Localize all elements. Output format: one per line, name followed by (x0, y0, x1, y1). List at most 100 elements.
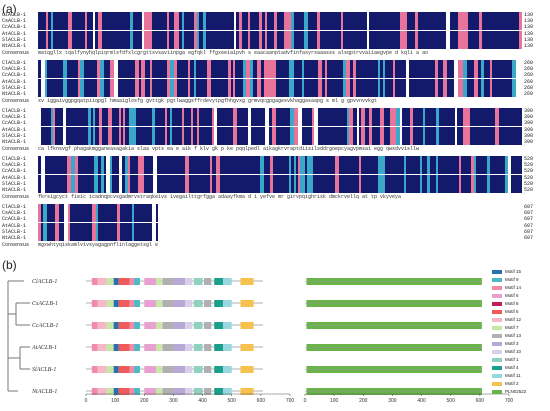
legend-item: Motif 1 (492, 356, 550, 364)
alignment-position-number: 390 (524, 139, 534, 145)
legend-swatch (492, 334, 502, 338)
motif-box (97, 300, 107, 307)
legend-item: Motif 9 (492, 276, 550, 284)
legend-item: Motif 10 (492, 348, 550, 356)
legend-swatch (492, 326, 502, 330)
legend-item: Motif 5 (492, 308, 550, 316)
alignment-species-label: ClACLB-1 (2, 204, 27, 210)
consensus-label: Consensus (2, 145, 30, 152)
alignment-position-number: 260 (524, 91, 534, 97)
motif-box (185, 366, 193, 373)
legend-label: PLN02522 (505, 389, 527, 394)
motif-box (134, 388, 140, 395)
legend-item: Motif 12 (492, 316, 550, 324)
consensus-sequence: mgxwhtyqiskamlvivsyagagpnflinlaggetsgl e… (38, 241, 158, 248)
alignment-sequence-row (38, 222, 158, 230)
legend-label: Motif 14 (505, 285, 522, 290)
alignment-sequence-row (38, 126, 522, 134)
motif-box (214, 322, 223, 329)
alignment-species-label: NtACLB-1 (2, 235, 27, 241)
motif-box (162, 366, 174, 373)
alignment-position-number: 520 (524, 187, 534, 193)
x-tick-label: 600 (257, 398, 266, 404)
alignment-position-number: 390 (524, 108, 534, 114)
motif-box (144, 278, 156, 285)
legend-label: Motif 15 (505, 269, 522, 274)
x-tick-label: 700 (286, 398, 295, 404)
motif-box (204, 278, 212, 285)
alignment-species-label: CcACLB-1 (2, 216, 27, 223)
alignment-position-number: 390 (524, 120, 534, 127)
legend-item: Motif 7 (492, 324, 550, 332)
alignment-species-label: AtACLB-1 (2, 78, 27, 85)
consensus-label: Consensus (2, 193, 30, 200)
alignment-position-number: 130 (524, 24, 534, 31)
motif-box (185, 300, 193, 307)
legend-label: Motif 1 (505, 357, 519, 362)
motif-box (193, 366, 203, 373)
motif-box (155, 344, 162, 351)
alignment-sequence-row (38, 66, 522, 73)
motif-box (173, 300, 186, 307)
motif-box (185, 388, 193, 395)
motif-box (222, 344, 232, 351)
motif-box (118, 322, 130, 329)
motif-box (214, 366, 223, 373)
motif-box (97, 388, 107, 395)
motif-box (240, 278, 254, 285)
alignment-position-number: 607 (524, 228, 534, 235)
legend-label: Motif 2 (505, 381, 519, 386)
x-tick-label: 0 (304, 398, 307, 404)
motif-box (91, 300, 98, 307)
consensus-label: Consensus (2, 241, 30, 248)
motif-box (129, 300, 135, 307)
motif-box (173, 344, 186, 351)
motif-box (173, 278, 186, 285)
legend-label: Motif 10 (505, 349, 522, 354)
motif-box (193, 278, 203, 285)
motif-box (144, 300, 156, 307)
motif-box (129, 322, 135, 329)
x-tick-label: 500 (447, 398, 456, 404)
motif-box (222, 278, 232, 285)
alignment-species-label: SlACLB-1 (2, 36, 27, 43)
alignment-species-label: NtACLB-1 (2, 43, 27, 49)
motif-box (106, 300, 114, 307)
alignment-species-label: CcACLB-1 (2, 72, 27, 79)
motif-box (106, 366, 114, 373)
legend-swatch (492, 374, 502, 378)
alignment-position-number: 260 (524, 66, 534, 73)
legend-item: Motif 15 (492, 268, 550, 276)
alignment-species-label: SlACLB-1 (2, 84, 27, 91)
legend-label: Motif 11 (505, 373, 521, 378)
motif-box (134, 344, 140, 351)
gene-label: ClACLB-1 (32, 279, 57, 285)
motif-box (91, 278, 98, 285)
alignment-sequence-row (38, 174, 522, 182)
motif-box (97, 344, 107, 351)
sequence-alignment: ClACLB-1 130 CsACLB-1 130 CcACLB-1 130 AtACLB-… (2, 12, 534, 248)
gene-label: AtACLB-1 (31, 345, 57, 351)
x-tick-label: 0 (85, 398, 88, 404)
consensus-sequence: ca lfknsvgf phagakmgganeasagakia slaa vp… (38, 145, 420, 152)
alignment-position-number: 130 (524, 18, 534, 25)
motif-box (118, 278, 130, 285)
x-tick-label: 100 (111, 398, 120, 404)
alignment-species-label: ClACLB-1 (2, 60, 27, 66)
legend-item: Motif 3 (492, 340, 550, 348)
alignment-species-label: ClACLB-1 (2, 108, 27, 114)
motif-box (240, 300, 254, 307)
panel-label-b: (b) (2, 258, 17, 272)
legend-label: Motif 12 (505, 317, 522, 322)
legend-swatch (492, 286, 502, 290)
motif-box (193, 388, 203, 395)
legend-swatch (492, 382, 502, 386)
motif-box (222, 300, 232, 307)
alignment-sequence-row (38, 210, 158, 217)
motif-box (91, 366, 98, 373)
gene-label: CcACLB-1 (32, 323, 58, 329)
motif-box (155, 366, 162, 373)
alignment-sequence-row (38, 60, 522, 67)
alignment-sequence-row (38, 108, 522, 115)
legend-label: Motif 3 (505, 341, 519, 346)
